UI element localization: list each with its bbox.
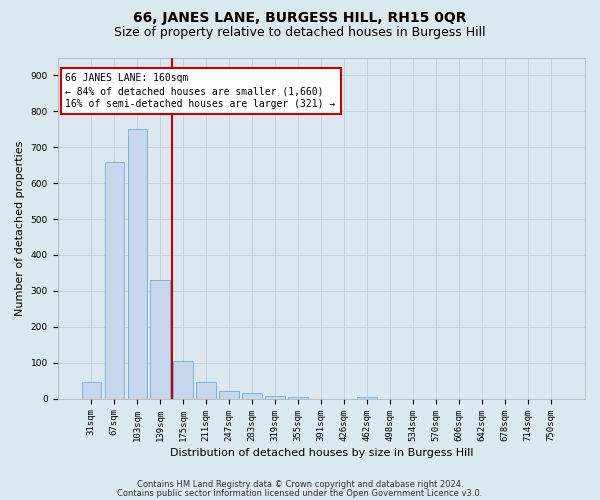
Text: 66, JANES LANE, BURGESS HILL, RH15 0QR: 66, JANES LANE, BURGESS HILL, RH15 0QR [133, 11, 467, 25]
Bar [128, 130, 147, 398]
Bar [220, 390, 239, 398]
Bar [289, 397, 308, 398]
X-axis label: Distribution of detached houses by size in Burgess Hill: Distribution of detached houses by size … [170, 448, 473, 458]
Bar [173, 361, 193, 399]
Text: Contains public sector information licensed under the Open Government Licence v3: Contains public sector information licen… [118, 489, 482, 498]
Bar [82, 382, 101, 398]
Bar [151, 280, 170, 398]
Text: Size of property relative to detached houses in Burgess Hill: Size of property relative to detached ho… [114, 26, 486, 39]
Bar [104, 162, 124, 398]
Y-axis label: Number of detached properties: Number of detached properties [15, 140, 25, 316]
Bar [196, 382, 216, 398]
Text: Contains HM Land Registry data © Crown copyright and database right 2024.: Contains HM Land Registry data © Crown c… [137, 480, 463, 489]
Bar [242, 393, 262, 398]
Text: 66 JANES LANE: 160sqm
← 84% of detached houses are smaller (1,660)
16% of semi-d: 66 JANES LANE: 160sqm ← 84% of detached … [65, 73, 335, 109]
Bar [265, 396, 285, 398]
Bar [358, 397, 377, 398]
